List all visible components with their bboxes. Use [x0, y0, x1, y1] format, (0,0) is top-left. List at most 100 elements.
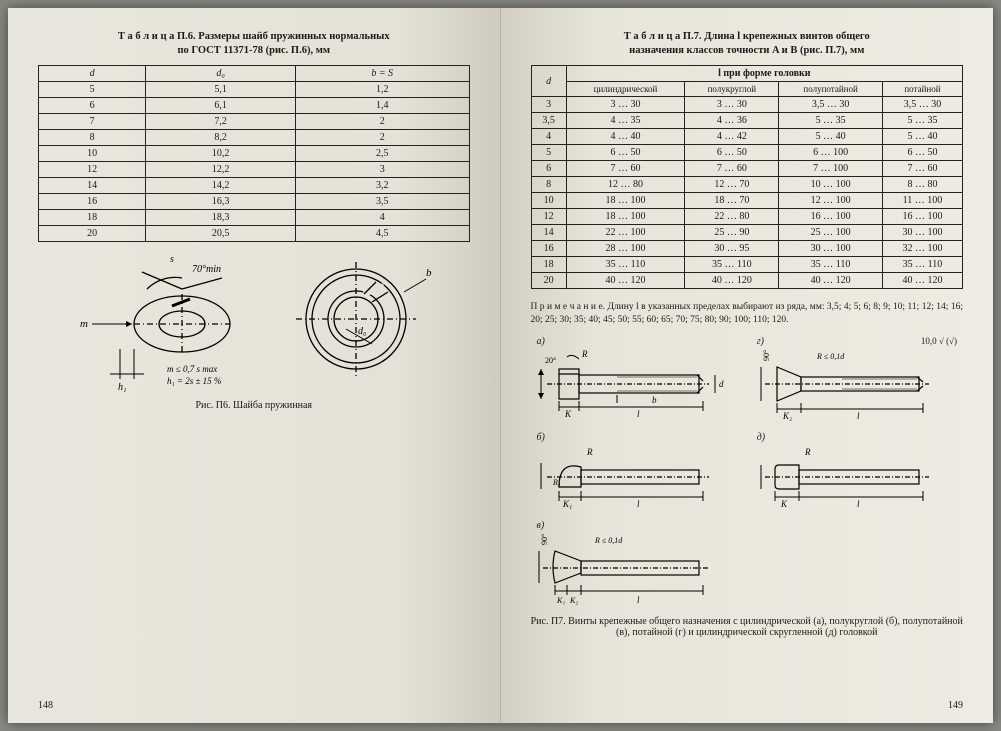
table-row: 1628 … 10030 … 9530 … 10032 … 100	[531, 241, 963, 257]
h1-label: h₁	[118, 382, 126, 393]
screw-v: в) R ≤ 0,1d 90° D K₁ K₂ l	[537, 520, 737, 612]
table-cell: 32 … 100	[882, 241, 962, 257]
table-p6: dd₀b = S55,11,266,11,477,2288,221010,22,…	[38, 65, 470, 242]
l-label: l	[857, 499, 860, 509]
label-g: г)	[757, 336, 764, 347]
table-header: b = S	[295, 66, 469, 82]
table-cell: 40 … 120	[566, 273, 685, 289]
table-cell: 6 … 50	[566, 145, 685, 161]
screw-a: а) R	[537, 336, 737, 428]
table-cell: 6	[531, 161, 566, 177]
table-cell: 7,2	[146, 114, 296, 130]
table-cell: 12,2	[146, 162, 296, 178]
R-label: R	[804, 447, 811, 457]
table-cell: 25 … 100	[779, 225, 883, 241]
table-row: 1422 … 10025 … 9025 … 10030 … 100	[531, 225, 963, 241]
table-cell: 4	[531, 129, 566, 145]
table-row: 88,22	[39, 130, 470, 146]
table-header: потайной	[882, 82, 962, 97]
table-cell: 11 … 100	[882, 193, 962, 209]
R1-label: R₁	[552, 478, 561, 487]
b-label: b	[652, 395, 657, 405]
table-cell: 5 … 35	[779, 113, 883, 129]
R-label: R	[586, 447, 593, 457]
K2-label: K₂	[782, 411, 792, 421]
table-cell: 6 … 50	[882, 145, 962, 161]
table-cell: 16,3	[146, 194, 296, 210]
table-row: 2040 … 12040 … 12040 … 12040 … 120	[531, 273, 963, 289]
table-cell: 18,3	[146, 210, 296, 226]
R01d: R ≤ 0,1d	[816, 352, 845, 361]
caption-line: Т а б л и ц а П.6. Размеры шайб пружинны…	[118, 31, 390, 42]
K1-label: K₁	[562, 499, 572, 509]
note-h: h₁ = 2s ± 15 %	[167, 376, 221, 386]
table-row: 44 … 404 … 425 … 405 … 40	[531, 129, 963, 145]
angle-label: 70°min	[192, 264, 221, 275]
table-cell: 20,5	[146, 226, 296, 242]
table-cell: 35 … 110	[566, 257, 685, 273]
table-cell: 3	[295, 162, 469, 178]
angle90: 90°	[762, 350, 771, 361]
table-cell: 14	[531, 225, 566, 241]
table-p7: dl при форме головкицилиндрическойполукр…	[531, 65, 964, 289]
l-label: l	[637, 595, 640, 605]
table-cell: 5,1	[146, 82, 296, 98]
table-cell: 4 … 35	[566, 113, 685, 129]
table-row: 33 … 303 … 303,5 … 303,5 … 30	[531, 97, 963, 113]
table-cell: 4 … 36	[685, 113, 779, 129]
b-label: b	[426, 267, 432, 279]
table-cell: 30 … 95	[685, 241, 779, 257]
table-row: 1218 … 10022 … 8016 … 10016 … 100	[531, 209, 963, 225]
label-b: б)	[537, 432, 545, 443]
caption-line: назначения классов точности A и B (рис. …	[629, 45, 864, 56]
table-cell: 6 … 50	[685, 145, 779, 161]
note-m: m ≤ 0,7 s max	[167, 364, 217, 374]
table-cell: 8	[531, 177, 566, 193]
table-cell: 6	[39, 98, 146, 114]
figure-p6: 70°min s m h₁ m ≤ 0,7 s max h₁ = 2s ± 15…	[38, 254, 470, 394]
table-cell: 40 … 120	[685, 273, 779, 289]
book-spread: Т а б л и ц а П.6. Размеры шайб пружинны…	[8, 8, 993, 723]
table-cell: 2	[295, 114, 469, 130]
table-cell: 3 … 30	[685, 97, 779, 113]
table-cell: 1,2	[295, 82, 469, 98]
screw-d: д) R D K l	[757, 432, 957, 516]
table-cell: 25 … 90	[685, 225, 779, 241]
label-d: д)	[757, 432, 765, 443]
table-cell: 12 … 80	[566, 177, 685, 193]
table-cell: 2	[295, 130, 469, 146]
table-cell: 35 … 110	[685, 257, 779, 273]
table-cell: 7 … 60	[882, 161, 962, 177]
table-cell: 18	[531, 257, 566, 273]
table-row: 77,22	[39, 114, 470, 130]
figure-p7: а) R	[531, 336, 964, 612]
table-cell: 10 … 100	[779, 177, 883, 193]
table-p7-note: П р и м е ч а н и е. Длину l в указанных…	[531, 301, 964, 326]
angle90: 90°	[540, 534, 549, 545]
table-cell: 12	[39, 162, 146, 178]
table-row: 3,54 … 354 … 365 … 355 … 35	[531, 113, 963, 129]
label-a: а)	[537, 336, 545, 347]
table-cell: 8 … 80	[882, 177, 962, 193]
table-cell: 3,5 … 30	[779, 97, 883, 113]
K-label: K	[780, 499, 788, 509]
caption-line: Т а б л и ц а П.7. Длина l крепежных вин…	[624, 31, 870, 42]
table-row: 1414,23,2	[39, 178, 470, 194]
table-row: 1010,22,5	[39, 146, 470, 162]
d-label: d	[719, 379, 724, 389]
table-cell: 28 … 100	[566, 241, 685, 257]
table-cell: 3	[531, 97, 566, 113]
table-header: полукруглой	[685, 82, 779, 97]
table-cell: 10	[39, 146, 146, 162]
washer-side-view: 70°min s m h₁ m ≤ 0,7 s max h₁ = 2s ± 15…	[72, 254, 262, 394]
table-cell: 7 … 100	[779, 161, 883, 177]
table-cell: 4 … 42	[685, 129, 779, 145]
screw-g: г) 10,0 √ (√) R ≤ 0,1d	[757, 336, 957, 428]
K-label: K	[564, 409, 572, 419]
table-cell: 3 … 30	[566, 97, 685, 113]
K2-label: K₂	[569, 596, 578, 605]
page-number: 149	[948, 700, 963, 711]
table-cell: 4,5	[295, 226, 469, 242]
page-148: Т а б л и ц а П.6. Размеры шайб пружинны…	[8, 8, 501, 723]
table-cell: 40 … 120	[882, 273, 962, 289]
